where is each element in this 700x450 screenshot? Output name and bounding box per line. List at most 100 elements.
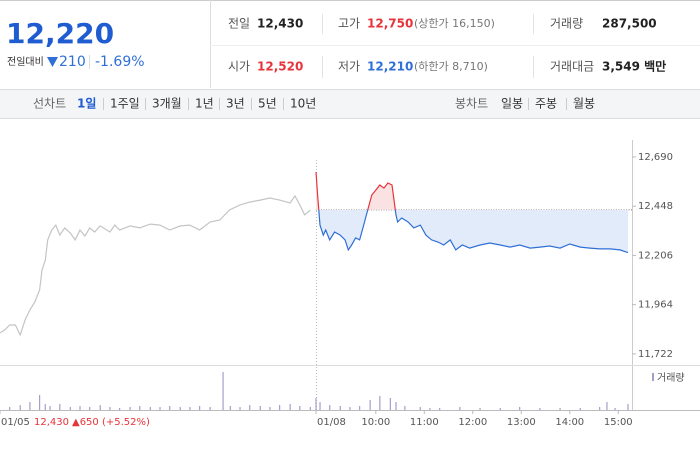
x-tick-label: 14:00: [555, 417, 584, 428]
volume-bar: [429, 408, 431, 410]
y-tick-label: 11,964: [638, 300, 673, 311]
volume-bar: [329, 405, 331, 410]
prev-day-line: [0, 194, 311, 337]
volume-bar: [379, 396, 381, 410]
volume-bar: [519, 407, 521, 410]
stat-label: 시가: [228, 60, 250, 74]
period-button[interactable]: 1년: [195, 97, 214, 111]
period-button[interactable]: 3개월: [152, 97, 182, 111]
volume-bar: [289, 404, 291, 410]
today-area-down: [316, 209, 628, 253]
down-arrow: [47, 57, 58, 67]
volume-bar: [559, 408, 561, 410]
y-tick-label: 11,722: [638, 349, 673, 360]
change-rate: -1.69%: [95, 54, 145, 70]
volume-bar: [627, 404, 629, 410]
x-tick-label: 01/08: [317, 417, 346, 428]
stat-label: 거래대금: [550, 60, 594, 74]
volume-bar: [579, 408, 581, 410]
volume-bar: [389, 398, 391, 410]
volume-bar: [395, 402, 397, 410]
volume-bar: [499, 408, 501, 410]
toolbar-items: 선차트 1일 1주일 3개월 1년 3년 5년 10년 봉차트 일봉 주봉 월봉: [33, 97, 595, 111]
volume-bar: [29, 402, 31, 410]
volume-bar: [439, 408, 441, 410]
period-button[interactable]: 1일: [77, 97, 96, 111]
period-button[interactable]: 1주일: [110, 97, 140, 111]
volume-bar: [99, 405, 101, 410]
volume-bar: [614, 408, 616, 410]
change: 210: [59, 54, 86, 70]
volume-bar: [59, 404, 61, 410]
change-label: 전일대비: [7, 56, 44, 68]
period-button[interactable]: 3년: [226, 97, 245, 111]
volume-bar: [169, 406, 171, 410]
volume-bar: [419, 407, 421, 410]
volume-bar: [359, 406, 361, 410]
volume-bar: [19, 405, 21, 410]
volume-bar: [119, 408, 121, 410]
volume-bar: [279, 405, 281, 410]
today-line-down: [318, 209, 629, 254]
stat-label: 전일: [228, 17, 250, 31]
period-button[interactable]: 5년: [258, 97, 277, 111]
volume-bar: [79, 406, 81, 410]
volume-bar: [179, 407, 181, 410]
today-area-up: [316, 172, 396, 210]
x-tick-label: 01/05: [1, 417, 30, 428]
volume-bar: [315, 398, 317, 410]
volume-bar: [299, 406, 301, 410]
y-tick-label: 12,448: [638, 201, 673, 212]
candle-button[interactable]: 일봉: [501, 97, 523, 111]
period-button[interactable]: 10년: [290, 97, 316, 111]
volume-bar: [239, 407, 241, 410]
volume-bar: [222, 372, 224, 410]
candle-button[interactable]: 월봉: [573, 97, 595, 111]
volume-bar: [269, 407, 271, 410]
stat-value: 12,210: [367, 60, 413, 74]
stat-note: (하한가 8,710): [414, 59, 488, 73]
toolbar-label: 봉차트: [455, 97, 488, 111]
volume-bar: [349, 407, 351, 410]
legend-swatch: [652, 373, 654, 381]
stat-value: 287,500: [602, 17, 657, 31]
volume-bar: [459, 407, 461, 410]
volume-bar: [89, 407, 91, 410]
x-tick-label: 15:00: [604, 417, 633, 428]
baseline-change: ▲650 (+5.52%): [72, 417, 150, 428]
stat-value: 12,430: [257, 17, 303, 31]
stat-label: 거래량: [550, 17, 583, 31]
volume-bar: [339, 406, 341, 410]
volume-bar: [209, 407, 211, 410]
volume-bar: [39, 395, 41, 410]
volume-bar: [404, 406, 406, 410]
volume-bar: [259, 406, 261, 410]
stat-label: 고가: [338, 17, 360, 31]
volume-bar: [149, 407, 151, 410]
volume-bar: [159, 407, 161, 410]
stat-value: 12,750: [367, 17, 413, 31]
y-tick-label: 12,690: [638, 152, 673, 163]
volume-bar: [539, 408, 541, 410]
volume-bar: [309, 407, 311, 410]
volume-bar: [9, 407, 11, 410]
x-tick-label: 12:00: [458, 417, 487, 428]
candle-button[interactable]: 주봉: [535, 97, 557, 111]
stat-label: 저가: [338, 60, 360, 74]
volume-bar: [189, 407, 191, 410]
volume-bar: [129, 407, 131, 410]
volume-bar: [249, 405, 251, 410]
x-tick-label: 13:00: [507, 417, 536, 428]
baseline-label: 12,430: [34, 417, 69, 428]
volume-bar: [319, 402, 321, 410]
volume-bar: [109, 407, 111, 410]
x-tick-label: 11:00: [410, 417, 439, 428]
chart: 12,690 12,448 12,206 11,964 11,722 01/05 01/08…: [0, 140, 700, 428]
legend-label: 거래량: [657, 372, 685, 384]
stat-value: 12,520: [257, 60, 303, 74]
price: 12,220: [6, 17, 114, 50]
stats: 전일 12,430 고가 12,750 (상한가 16,150) 거래량 287,500 시가…: [228, 17, 666, 74]
toolbar-label: 선차트: [33, 97, 66, 111]
volume-bar: [229, 406, 231, 410]
